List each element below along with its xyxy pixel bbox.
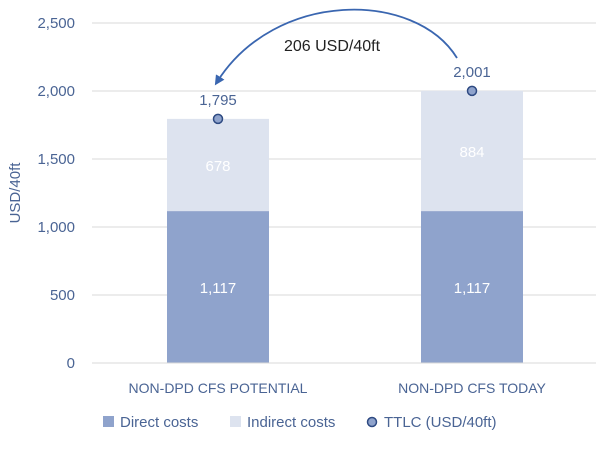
y-tick-label: 1,500: [37, 151, 75, 168]
x-category-label: NON-DPD CFS POTENTIAL: [129, 380, 308, 396]
y-tick-label: 0: [67, 355, 75, 372]
legend-marker-ttlc: [366, 416, 378, 428]
y-axis-title: USD/40ft: [7, 162, 24, 224]
y-tick-label: 1,000: [37, 219, 75, 236]
difference-annotation-label: 206 USD/40ft: [284, 38, 381, 55]
bars: [167, 90, 523, 363]
y-tick-label: 2,000: [37, 83, 75, 100]
x-category-label: NON-DPD CFS TODAY: [398, 380, 546, 396]
ttlc-marker: [212, 113, 224, 125]
bar-direct-costs: [421, 211, 523, 363]
ttlc-markers: 1,795 2,001: [199, 64, 491, 125]
indirect-costs-value-label: 678: [205, 158, 230, 175]
ttlc-marker: [466, 85, 478, 97]
ttlc-value-label: 1,795: [199, 92, 237, 109]
bar-labels: 1,117 678 1,117 884: [200, 144, 490, 297]
y-tick-label: 500: [50, 287, 75, 304]
annotation: 206 USD/40ft: [214, 8, 458, 86]
legend-swatch-direct-costs: [103, 416, 114, 427]
ttlc-value-label: 2,001: [453, 64, 491, 81]
bar-indirect-costs: [167, 118, 269, 212]
axes: 0 500 1,000 1,500 2,000 2,500 USD/40ft NON-DPD …: [7, 15, 596, 396]
y-tick-label: 2,500: [37, 15, 75, 32]
legend-label-ttlc: TTLC (USD/40ft): [384, 414, 497, 431]
bar-direct-costs: [167, 211, 269, 363]
legend-swatch-indirect-costs: [230, 416, 241, 427]
legend-label-direct-costs: Direct costs: [120, 414, 198, 431]
difference-arrow: [214, 8, 458, 86]
direct-costs-value-label: 1,117: [200, 280, 236, 297]
indirect-costs-value-label: 884: [459, 144, 484, 161]
legend: Direct costs Indirect costs TTLC (USD/40ft…: [103, 414, 497, 431]
legend-label-indirect-costs: Indirect costs: [247, 414, 335, 431]
bar-indirect-costs: [421, 90, 523, 212]
direct-costs-value-label: 1,117: [454, 280, 490, 297]
